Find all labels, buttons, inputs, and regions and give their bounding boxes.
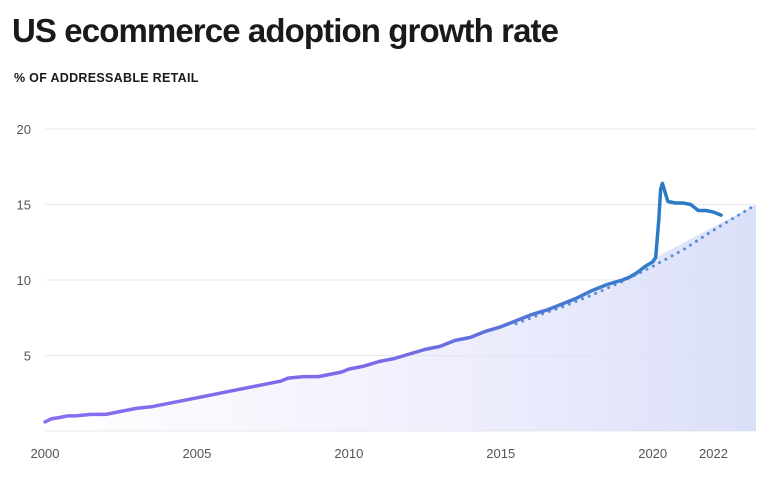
x-tick-label: 2005 xyxy=(182,446,211,461)
x-tick-label: 2015 xyxy=(486,446,515,461)
y-tick-label: 10 xyxy=(17,273,31,288)
series-lines xyxy=(43,181,758,424)
x-tick-label: 2020 xyxy=(638,446,667,461)
x-tick-label: 2010 xyxy=(334,446,363,461)
y-axis-ticks: 5 10 15 20 xyxy=(17,122,31,364)
chart-subtitle: % OF ADDRESSABLE RETAIL xyxy=(14,71,199,85)
area-fill xyxy=(45,204,756,431)
x-tick-label: 2022 xyxy=(699,446,728,461)
chart-title: US ecommerce adoption growth rate xyxy=(12,12,559,49)
series-historical-line xyxy=(43,255,658,424)
area-under-curve xyxy=(45,204,756,431)
x-axis-ticks: 2000 2005 2010 2015 2020 2022 xyxy=(31,446,728,461)
y-tick-label: 20 xyxy=(17,122,31,137)
x-tick-label: 2000 xyxy=(31,446,60,461)
y-tick-label: 5 xyxy=(24,349,31,364)
y-tick-label: 15 xyxy=(17,198,31,213)
series-actual-line xyxy=(653,181,723,260)
